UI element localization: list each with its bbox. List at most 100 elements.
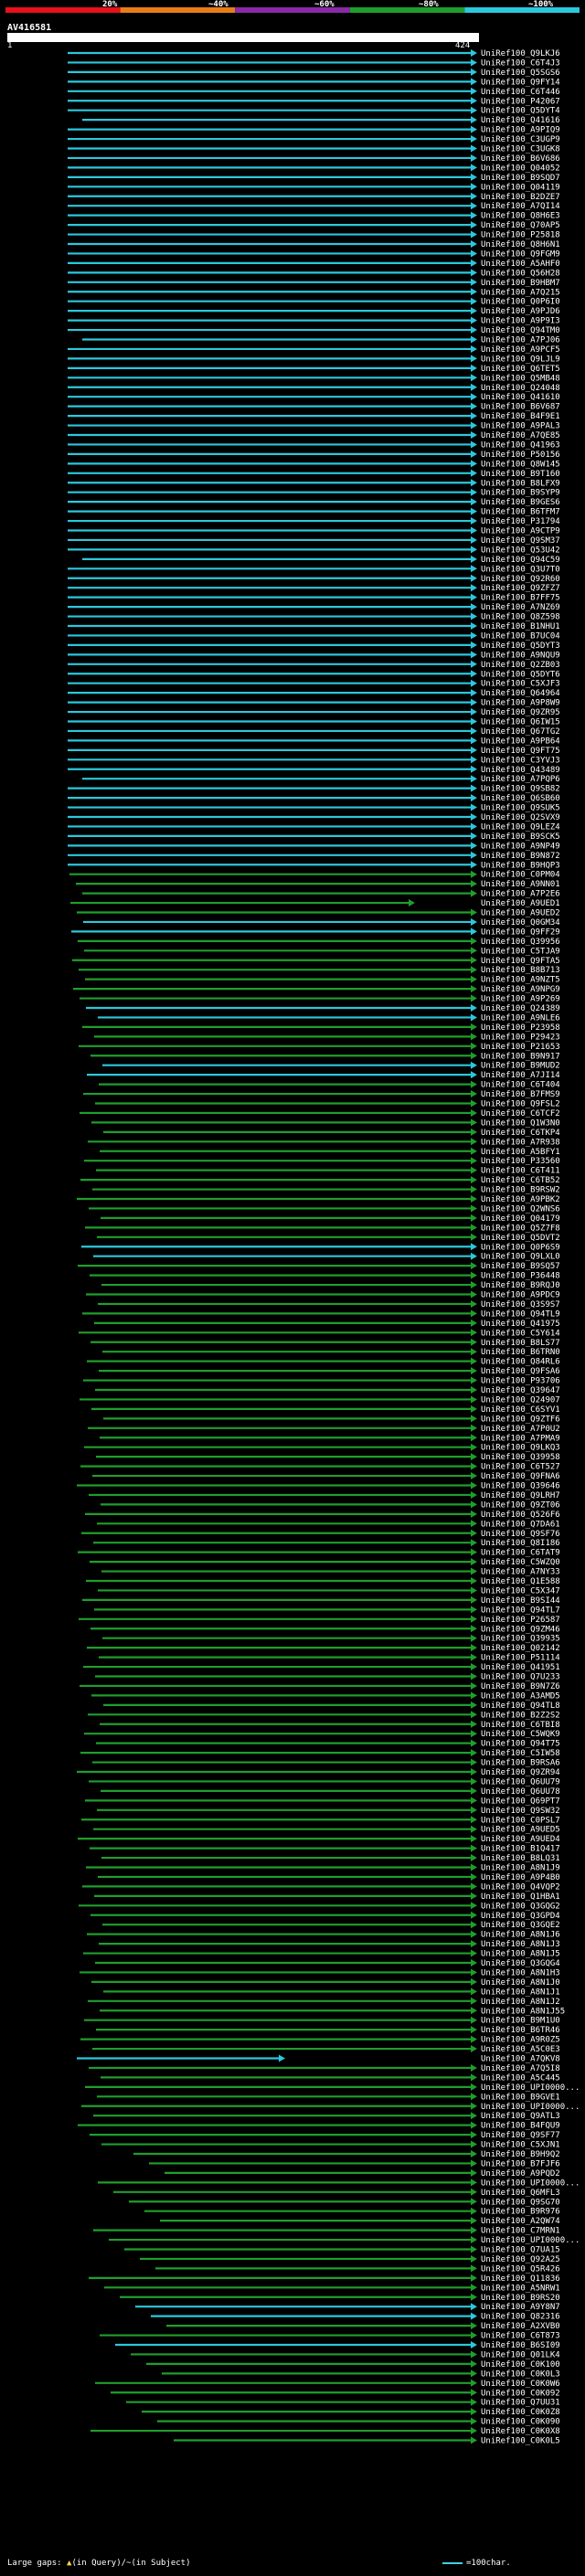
hit-label[interactable]: UniRef100_Q39935	[481, 1635, 560, 1644]
hit-row[interactable]: UniRef100_B6SI09	[115, 2341, 560, 2350]
hit-row[interactable]: UniRef100_C0K0X8	[90, 2427, 560, 2436]
hit-label[interactable]: UniRef100_Q1W3N0	[481, 1118, 560, 1128]
hit-label[interactable]: UniRef100_Q6UU79	[481, 1777, 560, 1786]
hit-label[interactable]: UniRef100_A5C0E3	[481, 2045, 560, 2054]
hit-label[interactable]: UniRef100_C5WQK9	[481, 1730, 560, 1739]
hit-row[interactable]: UniRef100_Q53U42	[68, 546, 560, 555]
hit-row[interactable]: UniRef100_Q41975	[94, 1319, 560, 1329]
hit-row[interactable]: UniRef100_B9M1U0	[84, 2016, 560, 2026]
hit-row[interactable]: UniRef100_Q01LK4	[131, 2350, 560, 2359]
hit-row[interactable]: UniRef100_Q7DA61	[97, 1520, 560, 1529]
hit-label[interactable]: UniRef100_Q1E588	[481, 1577, 560, 1586]
hit-label[interactable]: UniRef100_Q53U42	[481, 546, 560, 555]
hit-label[interactable]: UniRef100_Q6TET5	[481, 365, 560, 374]
hit-label[interactable]: UniRef100_Q9LRH7	[481, 1491, 560, 1500]
hit-label[interactable]: UniRef100_Q39958	[481, 1453, 560, 1462]
hit-label[interactable]: UniRef100_Q0GM34	[481, 918, 560, 928]
hit-row[interactable]: UniRef100_P36448	[90, 1271, 560, 1281]
hit-label[interactable]: UniRef100_Q8I186	[481, 1539, 560, 1548]
hit-label[interactable]: UniRef100_B9RQJ0	[481, 1281, 560, 1290]
hit-label[interactable]: UniRef100_P26587	[481, 1616, 560, 1625]
hit-row[interactable]: UniRef100_Q9ZM46	[90, 1625, 560, 1634]
hit-row[interactable]: UniRef100_A7QKV8	[77, 2054, 560, 2064]
hit-row[interactable]: UniRef100_A7NY33	[101, 1567, 560, 1577]
hit-label[interactable]: UniRef100_Q41963	[481, 440, 560, 450]
hit-label[interactable]: UniRef100_Q9FTA5	[481, 957, 560, 966]
hit-row[interactable]: UniRef100_Q5Z7F8	[85, 1224, 560, 1233]
hit-row[interactable]: UniRef100_Q3U7T0	[68, 565, 560, 574]
hit-row[interactable]: UniRef100_Q94C59	[82, 555, 560, 565]
hit-label[interactable]: UniRef100_A7QE85	[481, 431, 560, 440]
hit-label[interactable]: UniRef100_Q43489	[481, 766, 560, 775]
hit-label[interactable]: UniRef100_Q24389	[481, 1004, 560, 1013]
hit-row[interactable]: UniRef100_B9RSA6	[92, 1758, 560, 1768]
hit-label[interactable]: UniRef100_A7R938	[481, 1138, 560, 1147]
hit-row[interactable]: UniRef100_UPI0000...	[85, 2083, 580, 2093]
hit-label[interactable]: UniRef100_Q9FSA6	[481, 1367, 560, 1376]
hit-row[interactable]: UniRef100_Q9ZR95	[68, 708, 560, 717]
hit-label[interactable]: UniRef100_B9GVE1	[481, 2093, 560, 2102]
hit-label[interactable]: UniRef100_B9N872	[481, 852, 560, 861]
hit-row[interactable]: UniRef100_A9P4B0	[98, 1872, 560, 1882]
hit-row[interactable]: UniRef100_B9HBM7	[68, 278, 560, 288]
hit-row[interactable]: UniRef100_A3AMD5	[91, 1691, 560, 1701]
hit-label[interactable]: UniRef100_B9SQD7	[481, 174, 560, 183]
hit-row[interactable]: UniRef100_P26587	[79, 1615, 560, 1625]
hit-row[interactable]: UniRef100_Q9ATL3	[93, 2112, 560, 2121]
hit-row[interactable]: UniRef100_Q84RL6	[87, 1357, 560, 1367]
hit-row[interactable]: UniRef100_Q8I186	[93, 1539, 560, 1548]
hit-row[interactable]: UniRef100_A7PQP6	[82, 775, 560, 784]
hit-row[interactable]: UniRef100_C0PM04	[69, 870, 560, 880]
hit-label[interactable]: UniRef100_A7PMA9	[481, 1434, 560, 1443]
hit-row[interactable]: UniRef100_Q9SF76	[81, 1529, 560, 1539]
hit-label[interactable]: UniRef100_Q7UA15	[481, 2246, 560, 2255]
hit-row[interactable]: UniRef100_A5C445	[101, 2073, 560, 2083]
hit-row[interactable]: UniRef100_Q5MB48	[68, 374, 560, 383]
hit-row[interactable]: UniRef100_Q82316	[151, 2312, 560, 2322]
hit-row[interactable]: UniRef100_B6V686	[68, 154, 560, 164]
hit-label[interactable]: UniRef100_C6TCF2	[481, 1109, 560, 1118]
hit-label[interactable]: UniRef100_C6TBI8	[481, 1721, 560, 1730]
hit-row[interactable]: UniRef100_A5AHF0	[68, 259, 560, 269]
hit-row[interactable]: UniRef100_Q24907	[80, 1395, 560, 1405]
hit-row[interactable]: UniRef100_A9R0Z5	[80, 2035, 560, 2045]
hit-label[interactable]: UniRef100_Q7U233	[481, 1673, 560, 1682]
hit-label[interactable]: UniRef100_C6T4J3	[481, 58, 560, 68]
hit-row[interactable]: UniRef100_A9UED4	[78, 1835, 560, 1844]
hit-row[interactable]: UniRef100_B9RQJ0	[101, 1281, 560, 1290]
hit-label[interactable]: UniRef100_Q526F6	[481, 1511, 560, 1520]
hit-row[interactable]: UniRef100_Q9LRH7	[89, 1490, 560, 1500]
hit-row[interactable]: UniRef100_B8LFX9	[68, 479, 560, 488]
hit-row[interactable]: UniRef100_Q04119	[68, 183, 560, 192]
hit-row[interactable]: UniRef100_Q5SGS6	[68, 68, 560, 78]
hit-label[interactable]: UniRef100_B1Q417	[481, 1845, 560, 1854]
hit-label[interactable]: UniRef100_P93706	[481, 1377, 560, 1386]
hit-label[interactable]: UniRef100_A9P8W9	[481, 699, 560, 708]
hit-label[interactable]: UniRef100_A7PQP6	[481, 775, 560, 784]
hit-label[interactable]: UniRef100_Q5DYT6	[481, 670, 560, 679]
hit-label[interactable]: UniRef100_A9PJD6	[481, 307, 560, 316]
hit-label[interactable]: UniRef100_Q94TL9	[481, 1309, 560, 1319]
hit-row[interactable]: UniRef100_Q5DVT2	[97, 1233, 560, 1243]
hit-label[interactable]: UniRef100_P51114	[481, 1654, 560, 1663]
hit-row[interactable]: UniRef100_Q6SB60	[68, 794, 560, 803]
hit-label[interactable]: UniRef100_Q94TM0	[481, 326, 560, 335]
hit-label[interactable]: UniRef100_P23958	[481, 1023, 560, 1033]
hit-row[interactable]: UniRef100_Q2SVX9	[68, 813, 560, 822]
hit-row[interactable]: UniRef100_C6T527	[80, 1462, 560, 1472]
hit-row[interactable]: UniRef100_P29423	[94, 1033, 560, 1042]
hit-label[interactable]: UniRef100_Q2ZB03	[481, 661, 560, 670]
hit-label[interactable]: UniRef100_A9R0Z5	[481, 2036, 560, 2045]
hit-row[interactable]: UniRef100_P25818	[68, 231, 560, 240]
hit-row[interactable]: UniRef100_A9NP49	[68, 842, 560, 851]
hit-label[interactable]: UniRef100_Q6MFL3	[481, 2189, 560, 2198]
hit-row[interactable]: UniRef100_Q04179	[101, 1214, 560, 1224]
hit-row[interactable]: UniRef100_A9NQU9	[68, 651, 560, 660]
hit-label[interactable]: UniRef100_B6V687	[481, 403, 560, 412]
hit-row[interactable]: UniRef100_C5TJA9	[84, 947, 560, 956]
hit-label[interactable]: UniRef100_B9HBM7	[481, 279, 560, 288]
hit-label[interactable]: UniRef100_B9MUD2	[481, 1062, 560, 1071]
hit-row[interactable]: UniRef100_Q6UU79	[89, 1777, 560, 1786]
hit-label[interactable]: UniRef100_B8LQ31	[481, 1854, 560, 1863]
hit-label[interactable]: UniRef100_Q94T75	[481, 1740, 560, 1749]
